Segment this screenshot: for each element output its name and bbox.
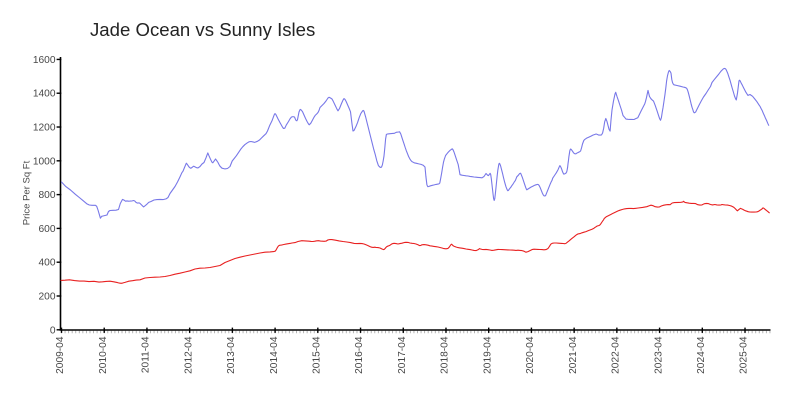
svg-text:800: 800	[39, 190, 56, 201]
svg-text:2010-04: 2010-04	[98, 336, 109, 374]
svg-text:2019-04: 2019-04	[482, 336, 493, 374]
svg-text:600: 600	[39, 224, 56, 235]
svg-text:Jade Ocean vs Sunny Isles: Jade Ocean vs Sunny Isles	[90, 19, 315, 40]
svg-text:2012-04: 2012-04	[183, 336, 194, 374]
svg-text:400: 400	[39, 258, 56, 269]
svg-text:2024-04: 2024-04	[696, 336, 707, 374]
svg-text:2011-04: 2011-04	[141, 336, 152, 373]
svg-text:2018-04: 2018-04	[440, 336, 451, 374]
svg-text:1000: 1000	[33, 156, 56, 167]
svg-text:2015-04: 2015-04	[312, 336, 323, 374]
svg-text:0: 0	[50, 325, 56, 336]
svg-text:2023-04: 2023-04	[653, 336, 664, 374]
svg-text:2022-04: 2022-04	[611, 336, 622, 374]
svg-text:2020-04: 2020-04	[525, 336, 536, 374]
svg-text:2025-04: 2025-04	[739, 336, 750, 374]
svg-text:1600: 1600	[33, 55, 56, 66]
svg-text:200: 200	[39, 292, 56, 303]
svg-text:2014-04: 2014-04	[269, 336, 280, 374]
svg-text:1200: 1200	[33, 123, 56, 134]
svg-text:1400: 1400	[33, 89, 56, 100]
svg-text:2017-04: 2017-04	[397, 336, 408, 374]
svg-text:2021-04: 2021-04	[568, 336, 579, 374]
svg-text:Price Per Sq Ft: Price Per Sq Ft	[22, 160, 33, 225]
svg-text:2009-04: 2009-04	[55, 336, 66, 374]
svg-text:2013-04: 2013-04	[226, 336, 237, 374]
svg-text:2016-04: 2016-04	[354, 336, 365, 374]
